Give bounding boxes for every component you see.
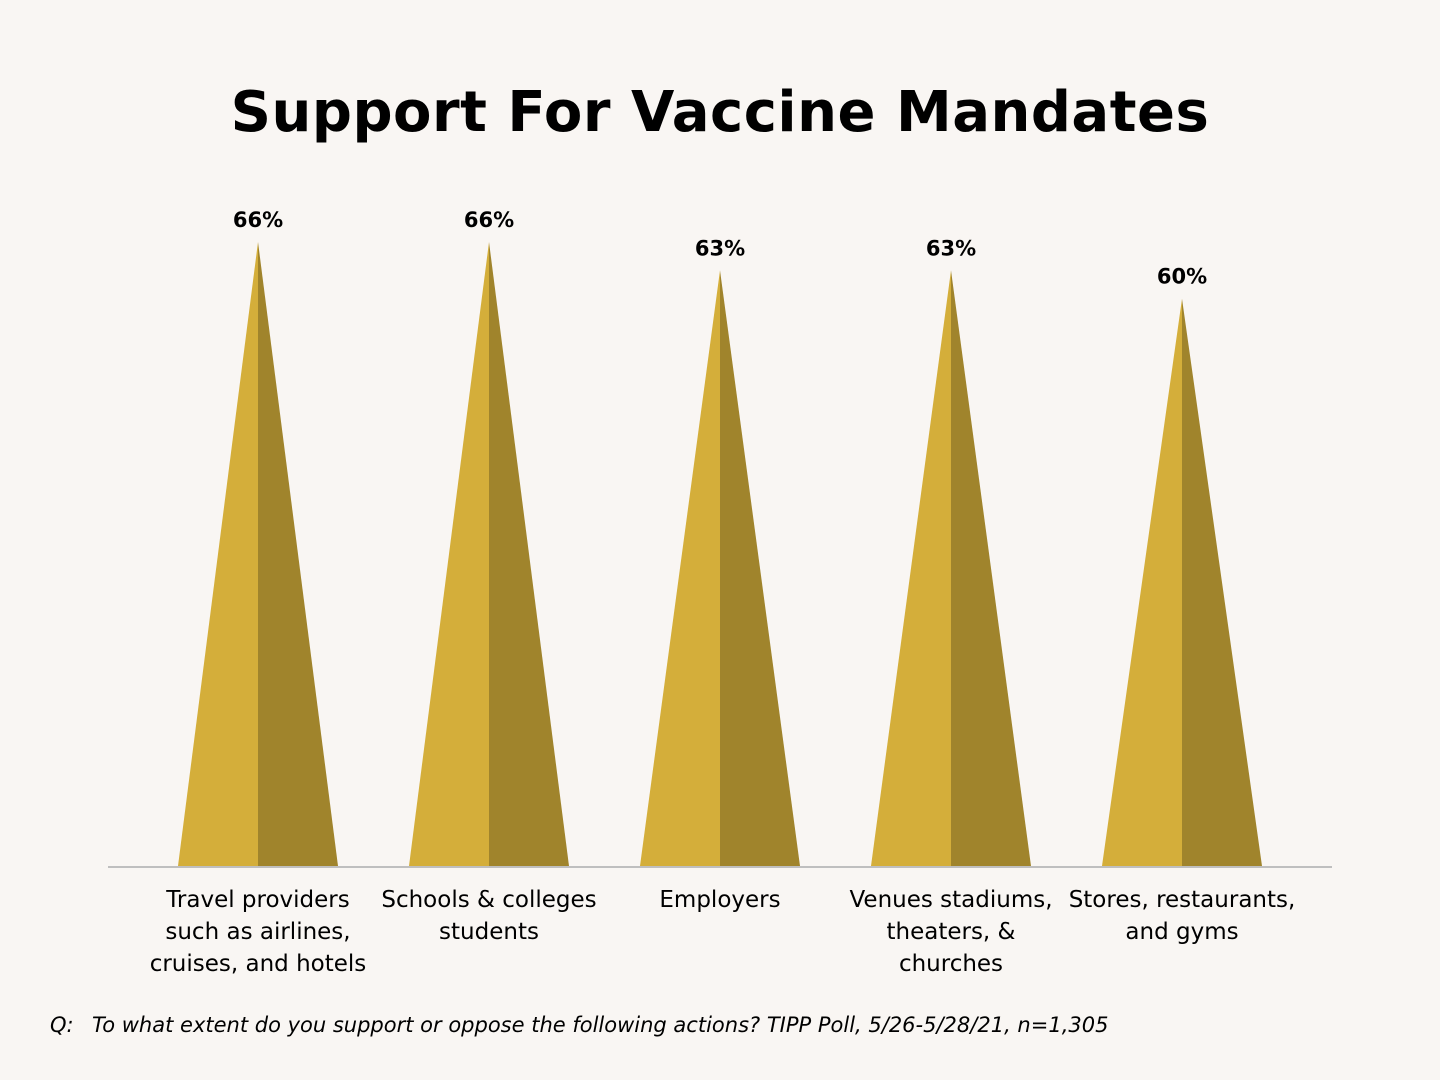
bar-right-face — [951, 270, 1031, 866]
bar-1 — [178, 242, 338, 866]
footnote: Q: To what extent do you support or oppos… — [50, 1013, 1108, 1037]
bar-left-face — [409, 242, 489, 866]
bar-left-face — [640, 270, 720, 866]
category-label: Venues stadiums, theaters, & churches — [849, 887, 1053, 977]
bar-2 — [409, 242, 569, 866]
category-label: Travel providers such as airlines, cruis… — [149, 887, 367, 977]
footnote-q-label: Q: — [50, 1013, 74, 1037]
footnote-text: To what extent do you support or oppose … — [92, 1013, 1109, 1037]
bar-right-face — [258, 242, 338, 866]
bar-left-face — [871, 270, 951, 866]
bar-right-face — [489, 242, 569, 866]
category-label: Stores, restaurants, and gyms — [1068, 887, 1296, 945]
data-label: 63% — [695, 236, 745, 260]
bar-5 — [1102, 298, 1262, 866]
bar-left-face — [178, 242, 258, 866]
bar-right-face — [1182, 298, 1262, 866]
data-label: 63% — [926, 236, 976, 260]
category-label: Employers — [659, 887, 781, 913]
chart-title: Support For Vaccine Mandates — [230, 80, 1210, 145]
bar-4 — [871, 270, 1031, 866]
bar-left-face — [1102, 298, 1182, 866]
data-label: 60% — [1157, 265, 1207, 289]
category-label: Schools & colleges students — [381, 887, 597, 945]
data-label: 66% — [233, 208, 283, 232]
data-label: 66% — [464, 208, 514, 232]
bar-right-face — [720, 270, 800, 866]
bar-3 — [640, 270, 800, 866]
